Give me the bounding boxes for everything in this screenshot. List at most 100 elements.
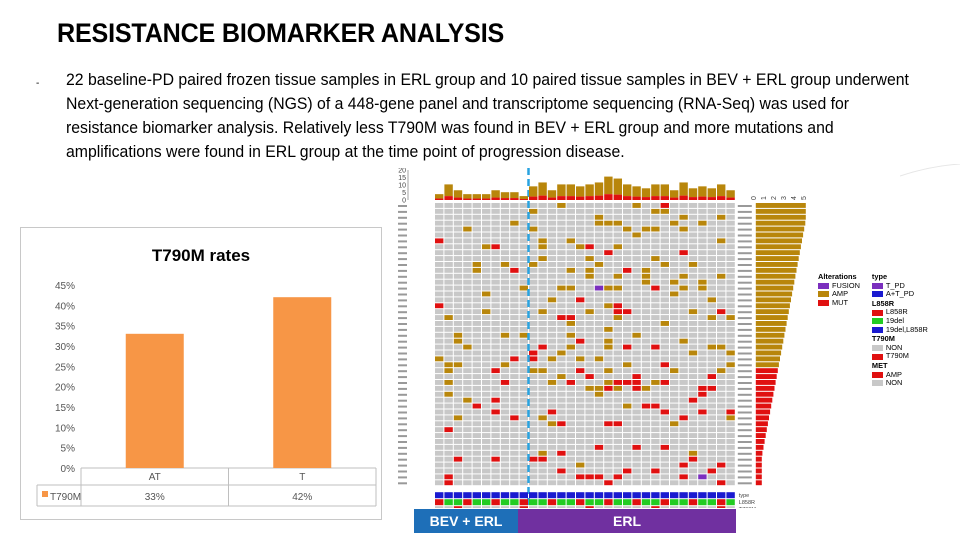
- heatmap-cell: [500, 297, 510, 303]
- heatmap-cell: [641, 250, 651, 256]
- heatmap-cell: [698, 421, 707, 427]
- heatmap-cell: [538, 262, 547, 267]
- heatmap-cell: [576, 332, 585, 338]
- heatmap-cell: [641, 427, 651, 433]
- heatmap-cell: [472, 368, 481, 374]
- gene-name-label: [737, 370, 752, 373]
- gene-name-label: [737, 429, 752, 432]
- heatmap-cell: [594, 344, 604, 350]
- heatmap-cell: [670, 444, 679, 450]
- y-tick-label: 40%: [55, 301, 75, 312]
- heatmap-cell: [604, 309, 613, 315]
- gene-frequency-label: [398, 293, 407, 296]
- heatmap-cell: [500, 291, 510, 297]
- heatmap-cell: [500, 250, 510, 256]
- gene-name-label: [737, 376, 752, 379]
- heatmap-cell: [491, 332, 500, 338]
- heatmap-cell: [717, 480, 726, 486]
- heatmap-cell: [585, 338, 594, 344]
- heatmap-cell: [707, 385, 716, 391]
- heatmap-cell: [453, 220, 463, 226]
- heatmap-cell: [641, 385, 651, 391]
- heatmap-cell: [472, 350, 481, 356]
- heatmap-cell: [576, 356, 585, 362]
- heatmap-cell: [594, 462, 604, 468]
- heatmap-cell: [482, 421, 491, 427]
- heatmap-cell: [623, 421, 632, 427]
- top-bar-mut: [679, 195, 688, 200]
- heatmap-cell: [660, 368, 669, 374]
- heatmap-cell: [613, 462, 622, 468]
- heatmap-cell: [453, 203, 463, 208]
- heatmap-cell: [698, 385, 707, 391]
- heatmap-cell: [726, 427, 735, 433]
- heatmap-cell: [670, 409, 679, 415]
- heatmap-cell: [651, 344, 660, 350]
- heatmap-cell: [510, 315, 519, 320]
- heatmap-cell: [566, 439, 575, 444]
- heatmap-cell: [482, 368, 491, 374]
- heatmap-cell: [435, 374, 444, 379]
- heatmap-cell: [679, 433, 688, 438]
- heatmap-cell: [463, 403, 472, 409]
- legend-swatch: [871, 282, 883, 289]
- heatmap-cell: [641, 356, 651, 362]
- side-bar: [755, 391, 774, 397]
- heatmap-cell: [613, 273, 622, 279]
- heatmap-cell: [623, 374, 632, 379]
- heatmap-cell: [491, 350, 500, 356]
- heatmap-cell: [679, 238, 688, 244]
- heatmap-cell: [698, 203, 707, 208]
- annotation-cell: [453, 492, 463, 499]
- heatmap-cell: [717, 326, 726, 332]
- heatmap-cell: [557, 303, 566, 309]
- heatmap-cell: [688, 203, 698, 208]
- heatmap-cell: [435, 368, 444, 374]
- side-bar: [755, 309, 789, 315]
- gene-frequency-label: [398, 411, 407, 414]
- heatmap-cell: [576, 309, 585, 315]
- heatmap-cell: [594, 350, 604, 356]
- heatmap-cell: [623, 468, 632, 474]
- heatmap-cell: [444, 321, 453, 326]
- heatmap-cell: [604, 380, 613, 385]
- heatmap-cell: [660, 397, 669, 403]
- heatmap-cell: [529, 391, 538, 397]
- heatmap-cell: [632, 415, 641, 421]
- heatmap-cell: [698, 456, 707, 462]
- heatmap-cell: [717, 468, 726, 474]
- heatmap-cell: [463, 244, 472, 250]
- heatmap-cell: [566, 267, 575, 273]
- heatmap-cell: [660, 439, 669, 444]
- heatmap-cell: [453, 326, 463, 332]
- heatmap-cell: [482, 450, 491, 456]
- heatmap-cell: [660, 256, 669, 261]
- heatmap-cell: [613, 267, 622, 273]
- heatmap-cell: [660, 303, 669, 309]
- side-bar: [755, 374, 777, 379]
- heatmap-cell: [482, 480, 491, 486]
- heatmap-cell: [453, 462, 463, 468]
- heatmap-cell: [538, 385, 547, 391]
- heatmap-cell: [538, 309, 547, 315]
- side-bar-tick: 0: [751, 196, 758, 200]
- heatmap-cell: [472, 309, 481, 315]
- annotation-cell: [632, 492, 641, 499]
- heatmap-cell: [651, 374, 660, 379]
- heatmap-cell: [529, 326, 538, 332]
- heatmap-cell: [529, 480, 538, 486]
- heatmap-cell: [670, 326, 679, 332]
- heatmap-cell: [717, 250, 726, 256]
- heatmap-cell: [519, 244, 528, 250]
- annotation-cell: [604, 506, 613, 508]
- heatmap-cell: [585, 267, 594, 273]
- heatmap-cell: [707, 338, 716, 344]
- heatmap-cell: [547, 338, 557, 344]
- heatmap-cell: [510, 326, 519, 332]
- heatmap-cell: [688, 338, 698, 344]
- heatmap-cell: [491, 380, 500, 385]
- heatmap-cell: [566, 208, 575, 214]
- heatmap-cell: [463, 250, 472, 256]
- heatmap-cell: [707, 433, 716, 438]
- heatmap-cell: [679, 468, 688, 474]
